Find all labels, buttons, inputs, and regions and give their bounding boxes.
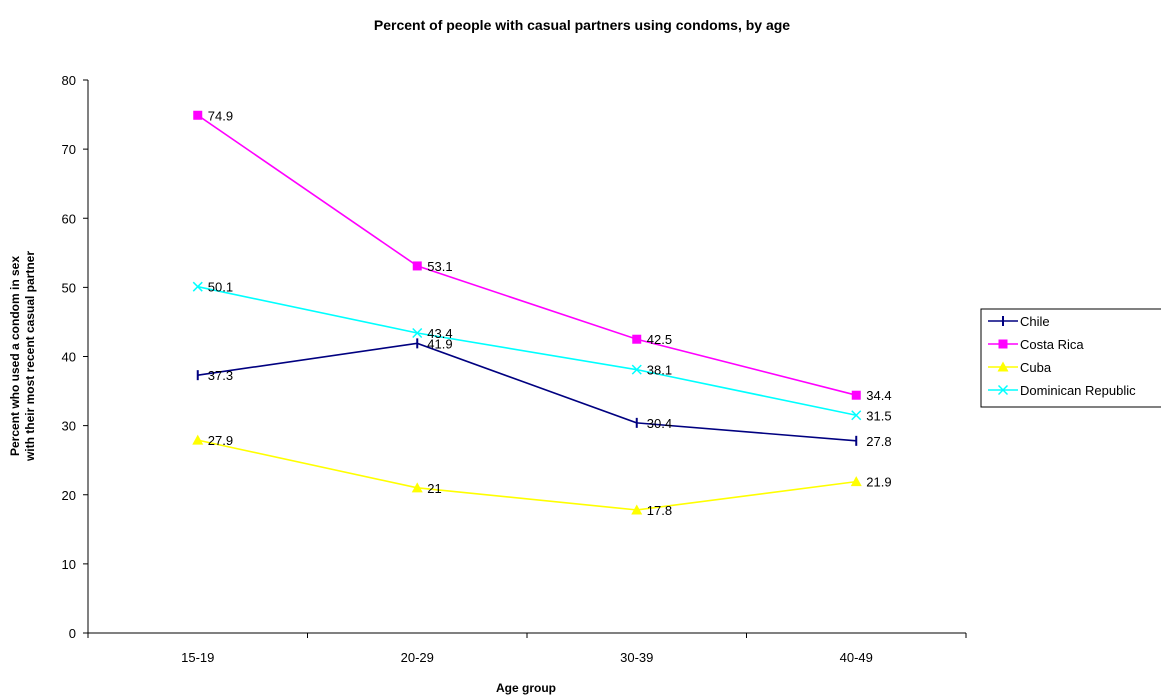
legend-label-costa-rica: Costa Rica xyxy=(1020,337,1084,352)
legend-label-chile: Chile xyxy=(1020,314,1050,329)
y-tick-label: 40 xyxy=(62,350,76,365)
series-cuba: 27.9 21 17.8 21.9 xyxy=(192,433,892,518)
y-tick-label: 20 xyxy=(62,488,76,503)
y-tick-label: 60 xyxy=(62,211,76,226)
data-label-dominican-republic: 31.5 xyxy=(866,408,891,423)
x-tick-label: 20-29 xyxy=(401,650,434,665)
data-point-dominican-republic xyxy=(851,410,862,421)
y-axis-title-line-1: Percent who used a condom in sex xyxy=(8,256,22,456)
chart-title: Percent of people with casual partners u… xyxy=(374,17,790,33)
y-tick-label: 80 xyxy=(62,73,76,88)
x-tick-label: 30-39 xyxy=(620,650,653,665)
y-tick-label: 70 xyxy=(62,142,76,157)
data-point-cuba xyxy=(850,476,862,487)
y-tick-label: 0 xyxy=(69,626,76,641)
data-point-costa-rica xyxy=(632,334,642,344)
data-label-chile: 41.9 xyxy=(427,336,452,351)
data-label-chile: 27.8 xyxy=(866,434,891,449)
data-label-cuba: 27.9 xyxy=(208,433,233,448)
data-point-costa-rica xyxy=(851,390,861,400)
x-tick-label: 15-19 xyxy=(181,650,214,665)
legend-marker-cuba xyxy=(997,361,1009,372)
legend-label-dominican-republic: Dominican Republic xyxy=(1020,383,1136,398)
data-point-cuba xyxy=(192,434,204,445)
data-label-dominican-republic: 50.1 xyxy=(208,280,233,295)
data-point-costa-rica xyxy=(193,110,203,120)
data-label-chile: 30.4 xyxy=(647,416,672,431)
data-point-cuba xyxy=(411,482,423,493)
series-costa-rica: 74.9 53.1 42.5 34.4 xyxy=(193,108,892,403)
y-tick-label: 10 xyxy=(62,557,76,572)
series-line-cuba xyxy=(197,439,857,511)
legend-marker-costa-rica xyxy=(998,339,1008,349)
x-axis-title: Age group xyxy=(496,681,556,695)
data-point-cuba xyxy=(631,504,643,515)
data-label-dominican-republic: 38.1 xyxy=(647,363,672,378)
y-tick-label: 50 xyxy=(62,280,76,295)
data-label-cuba: 21 xyxy=(427,481,441,496)
legend: Chile Costa Rica Cuba Dominican Republic xyxy=(980,308,1161,408)
data-label-costa-rica: 42.5 xyxy=(647,332,672,347)
legend-label-cuba: Cuba xyxy=(1020,360,1052,375)
x-tick-label: 40-49 xyxy=(840,650,873,665)
data-label-cuba: 21.9 xyxy=(866,475,891,490)
data-label-chile: 37.3 xyxy=(208,368,233,383)
y-tick-label: 30 xyxy=(62,419,76,434)
series-line-dominican-republic xyxy=(197,285,857,417)
data-point-costa-rica xyxy=(412,261,422,271)
series-line-chile xyxy=(197,342,857,442)
series-line-costa-rica xyxy=(197,114,857,396)
data-point-dominican-republic xyxy=(412,327,423,339)
y-axis-title: Percent who used a condom in sex with th… xyxy=(8,251,37,462)
series-dominican-republic: 50.1 43.4 38.1 31.5 xyxy=(192,280,892,423)
series-chile: 37.3 41.9 30.4 27.8 xyxy=(196,336,892,449)
data-label-costa-rica: 53.1 xyxy=(427,259,452,274)
y-axis-title-line-2: with their most recent casual partner xyxy=(23,251,37,462)
data-label-dominican-republic: 43.4 xyxy=(427,326,452,341)
data-label-costa-rica: 74.9 xyxy=(208,108,233,123)
axes: 0 10 20 30 40 50 60 70 80 15-19 20-29 30-39 40-49 xyxy=(62,73,967,665)
data-point-dominican-republic xyxy=(192,281,203,292)
legend-marker-dominican-republic xyxy=(997,384,1009,396)
data-label-costa-rica: 34.4 xyxy=(866,388,891,403)
series-layer: 37.3 41.9 30.4 27.8 74.9 53.1 42.5 34.4 27.9 21 17… xyxy=(192,108,892,518)
data-label-cuba: 17.8 xyxy=(647,503,672,518)
data-point-dominican-republic xyxy=(631,364,642,375)
